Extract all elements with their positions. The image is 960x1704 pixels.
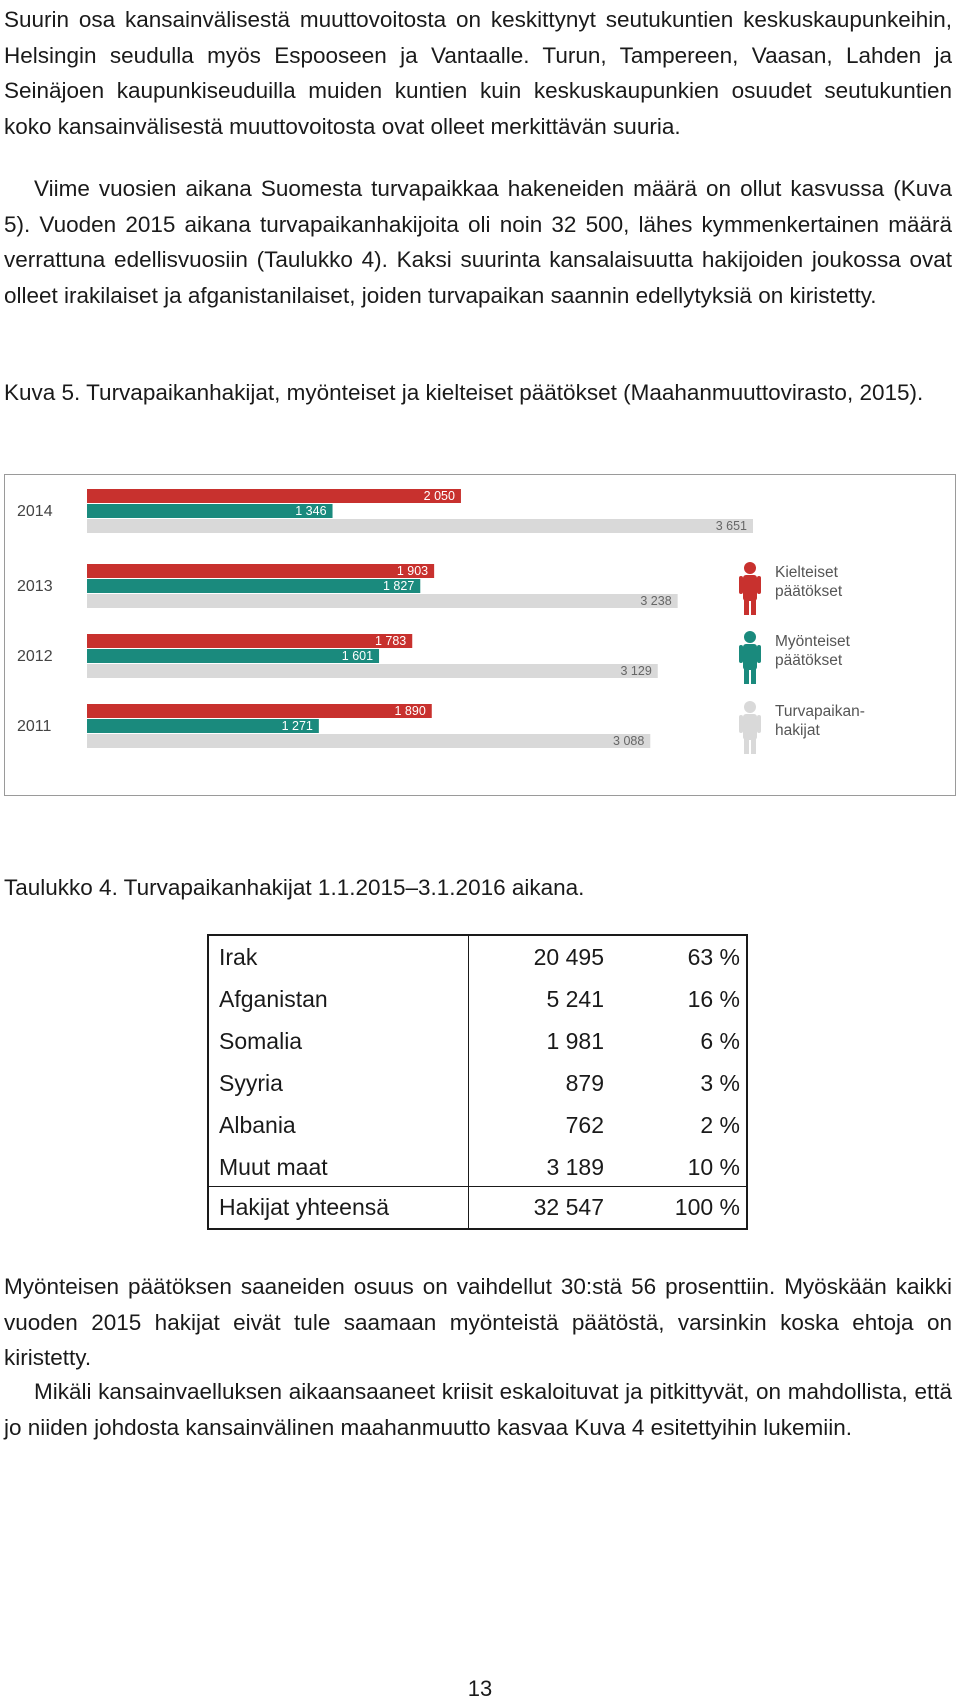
- table-row: Somalia 1 981 6 %: [209, 1020, 746, 1062]
- person-icon-head: [744, 562, 756, 574]
- person-icon-body: [743, 575, 757, 601]
- bar-rejected: [87, 634, 413, 648]
- bar-positive: [87, 504, 333, 518]
- percent-cell: 2 %: [700, 1112, 740, 1138]
- table-row: Irak 20 495 63 %: [209, 936, 746, 978]
- percent-cell: 16 %: [687, 986, 740, 1012]
- person-icon-head: [744, 701, 756, 713]
- count-cell: 5 241: [546, 986, 604, 1012]
- count-cell: 20 495: [533, 944, 604, 970]
- total-label-cell: Hakijat yhteensä: [219, 1194, 390, 1220]
- table-row: Afganistan 5 241 16 %: [209, 978, 746, 1020]
- person-icon-leg: [744, 668, 749, 684]
- count-cell: 1 981: [546, 1028, 604, 1054]
- legend-label: Myönteiset: [775, 633, 851, 650]
- bar-value-label: 1 346: [295, 504, 326, 518]
- legend-label: Turvapaikan-: [775, 703, 865, 720]
- count-cell: 762: [565, 1112, 604, 1138]
- table-caption: Taulukko 4. Turvapaikanhakijat 1.1.2015–…: [4, 875, 585, 900]
- bar-value-label: 3 088: [613, 734, 644, 748]
- figure-caption: Kuva 5. Turvapaikanhakijat, myönteiset j…: [4, 380, 924, 405]
- bar-value-label: 1 890: [394, 704, 425, 718]
- table-row: Albania 762 2 %: [209, 1104, 746, 1146]
- person-icon-arm: [757, 715, 761, 733]
- country-cell: Afganistan: [219, 986, 328, 1012]
- bar-rejected: [87, 704, 432, 718]
- person-icon-arm: [739, 645, 743, 663]
- bar-positive: [87, 719, 319, 733]
- count-cell: 879: [565, 1070, 604, 1096]
- person-icon-body: [743, 644, 757, 670]
- legend-label: päätökset: [775, 652, 843, 669]
- asylum-paragraph: Viime vuosien aikana Suomesta turvapaikk…: [4, 176, 952, 308]
- person-icon-body: [743, 714, 757, 740]
- intro-paragraph: Suurin osa kansainvälisestä muuttovoitos…: [4, 7, 952, 139]
- percent-cell: 3 %: [700, 1070, 740, 1096]
- table-total-row: Hakijat yhteensä 32 547 100 %: [209, 1186, 746, 1228]
- decision-paragraph: Myönteisen päätöksen saaneiden osuus on …: [4, 1274, 952, 1370]
- person-icon-arm: [757, 645, 761, 663]
- asylum-seekers-table: Irak 20 495 63 % Afganistan 5 241 16 % S…: [207, 934, 748, 1230]
- bar-value-label: 1 783: [375, 634, 406, 648]
- person-icon-leg: [751, 599, 756, 615]
- table-total-divider: [209, 1186, 746, 1187]
- count-cell: 3 189: [546, 1154, 604, 1180]
- asylum-chart: 2014 2 050 1 346 3 651 2013 1 903 1 827 3 238 20…: [4, 474, 956, 796]
- person-icon-arm: [739, 715, 743, 733]
- person-icon-leg: [744, 738, 749, 754]
- bar-value-label: 3 238: [640, 594, 671, 608]
- person-icon-leg: [744, 599, 749, 615]
- total-count-cell: 32 547: [533, 1194, 604, 1220]
- table-row: Syyria 879 3 %: [209, 1062, 746, 1104]
- country-cell: Somalia: [219, 1028, 303, 1054]
- person-icon-arm: [757, 576, 761, 594]
- country-cell: Irak: [219, 944, 258, 970]
- percent-cell: 10 %: [687, 1154, 740, 1180]
- legend-label: hakijat: [775, 722, 820, 739]
- bar-applicants: [87, 664, 658, 678]
- bar-applicants: [87, 519, 753, 533]
- bar-positive: [87, 579, 421, 593]
- bar-value-label: 1 601: [342, 649, 373, 663]
- bar-rejected: [87, 489, 461, 503]
- percent-cell: 63 %: [687, 944, 740, 970]
- bar-rejected: [87, 564, 435, 578]
- page-number: 13: [467, 1676, 493, 1701]
- bar-value-label: 1 827: [383, 579, 414, 593]
- table-column-divider: [468, 936, 469, 1228]
- table-row: Muut maat 3 189 10 %: [209, 1146, 746, 1188]
- total-percent-cell: 100 %: [674, 1194, 740, 1220]
- outlook-paragraph: Mikäli kansainvaelluksen aikaansaaneet k…: [4, 1379, 952, 1440]
- year-label: 2012: [17, 648, 53, 665]
- bar-value-label: 2 050: [424, 489, 455, 503]
- year-label: 2014: [17, 503, 53, 520]
- bar-value-label: 1 903: [397, 564, 428, 578]
- bar-value-label: 3 129: [620, 664, 651, 678]
- bar-applicants: [87, 734, 651, 748]
- person-icon-arm: [739, 576, 743, 594]
- year-label: 2011: [17, 718, 52, 735]
- country-cell: Muut maat: [219, 1154, 328, 1180]
- person-icon-head: [744, 631, 756, 643]
- percent-cell: 6 %: [700, 1028, 740, 1054]
- person-icon-leg: [751, 668, 756, 684]
- bar-value-label: 1 271: [282, 719, 313, 733]
- legend-label: päätökset: [775, 583, 843, 600]
- person-icon-leg: [751, 738, 756, 754]
- country-cell: Syyria: [219, 1070, 283, 1096]
- year-label: 2013: [17, 578, 53, 595]
- bar-positive: [87, 649, 380, 663]
- legend-label: Kielteiset: [775, 564, 839, 581]
- bar-applicants: [87, 594, 678, 608]
- country-cell: Albania: [219, 1112, 296, 1138]
- bar-value-label: 3 651: [716, 519, 747, 533]
